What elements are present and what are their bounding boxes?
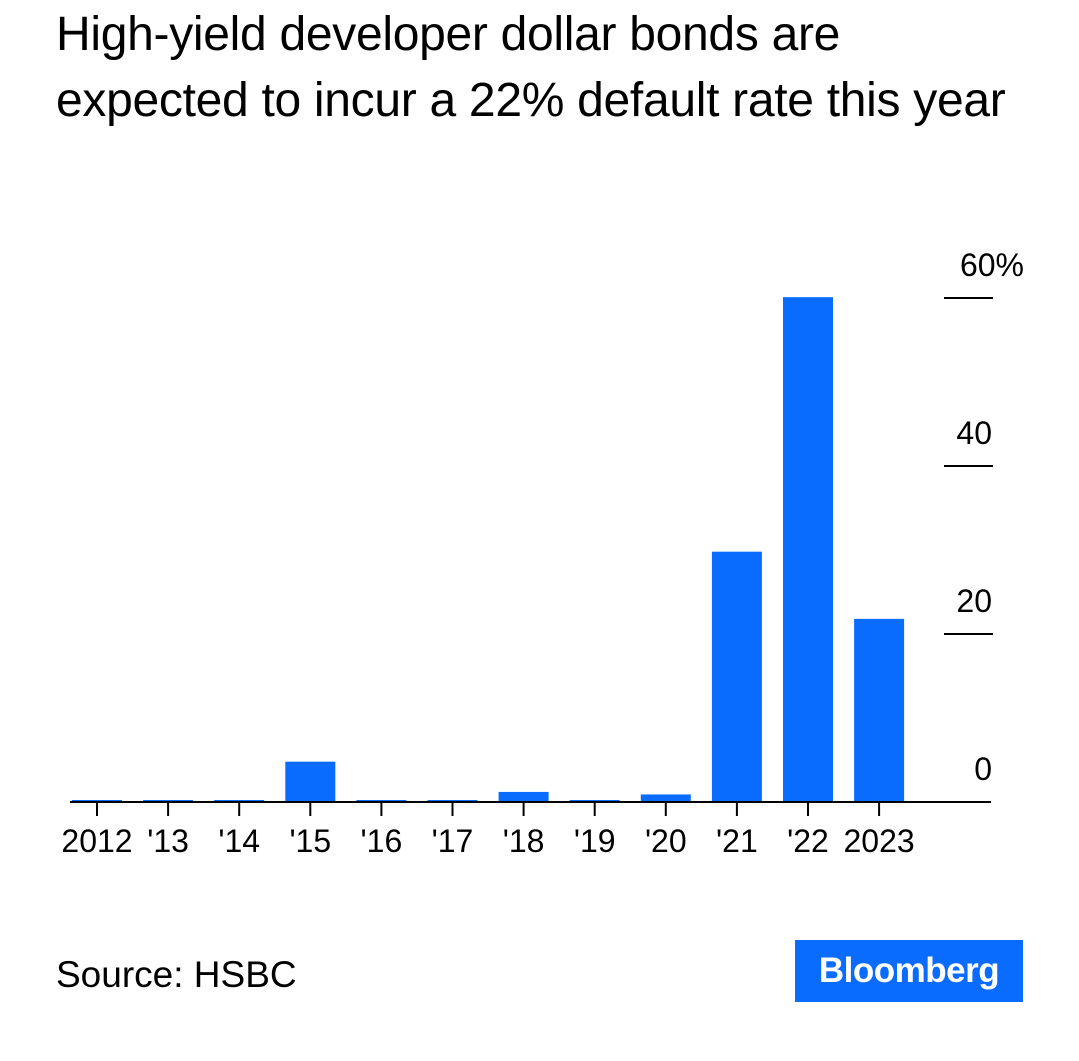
source-note: Source: HSBC (56, 954, 297, 995)
y-tick-label: 60% (960, 247, 1024, 283)
bar (285, 761, 336, 802)
x-tick-label: '13 (147, 823, 189, 859)
bar (711, 551, 762, 802)
bloomberg-logo: Bloomberg (795, 940, 1023, 1002)
x-tick-label: '16 (361, 823, 403, 859)
x-tick-label: 2012 (61, 823, 132, 859)
x-tick-label: '14 (218, 823, 260, 859)
bar (640, 794, 691, 802)
bar (498, 791, 549, 802)
y-tick-label: 0 (974, 751, 992, 787)
bar (854, 618, 905, 802)
x-tick-label: '17 (432, 823, 474, 859)
x-tick-label: '19 (574, 823, 616, 859)
chart-title: High-yield developer dollar bonds are ex… (56, 8, 1006, 127)
y-tick-label: 20 (956, 583, 992, 619)
x-tick-label: 2023 (844, 823, 915, 859)
y-tick-label: 40 (956, 415, 992, 451)
x-tick-label: '15 (289, 823, 331, 859)
x-tick-label: '21 (716, 823, 758, 859)
x-tick-label: '20 (645, 823, 687, 859)
bar-chart: 0 20 40 60% 2012 '13 '14 '15 '16 '17 '18 '19 '20 '21 '… (61, 247, 1024, 859)
bar (783, 297, 833, 802)
x-tick-label: '22 (787, 823, 829, 859)
x-tick-label: '18 (503, 823, 545, 859)
